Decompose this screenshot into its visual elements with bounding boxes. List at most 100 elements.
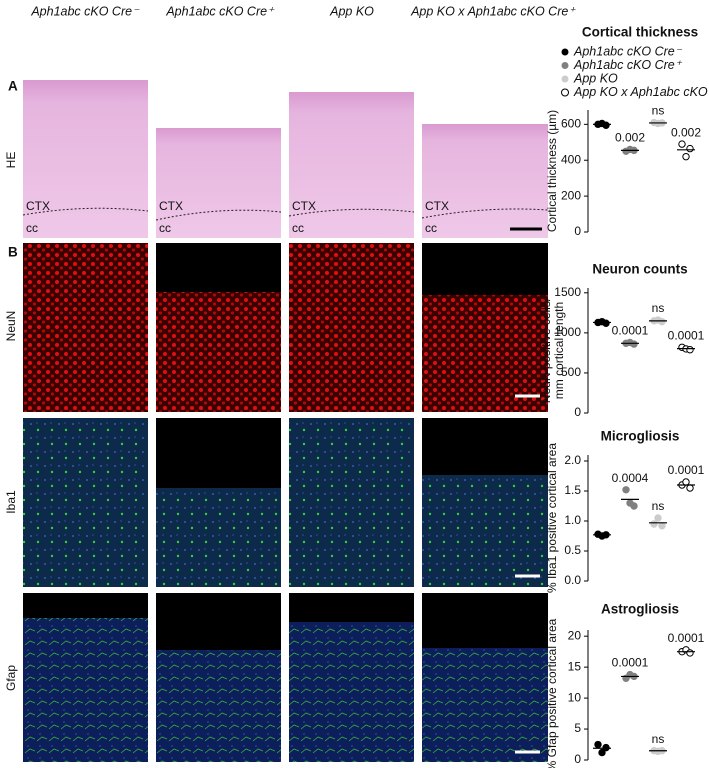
iba1-image [23, 418, 148, 587]
region-label: cc [292, 221, 304, 235]
legend-entry: App KO x Aph1abc cKO Cre⁺ [573, 85, 709, 99]
y-tick-label: 1000 [554, 325, 581, 339]
chart-title: Cortical thickness [582, 25, 698, 40]
p-value-label: ns [652, 104, 665, 118]
data-point [594, 740, 602, 749]
p-value-label: 0.0001 [612, 324, 649, 338]
gfap-tissue [156, 650, 281, 762]
iba1-tissue [422, 475, 548, 587]
row-label: HE [4, 152, 18, 169]
iba1-image [289, 418, 414, 587]
p-value-label: ns [652, 732, 665, 746]
row-label: NeuN [4, 311, 18, 342]
region-label: cc [159, 221, 171, 235]
legend-marker [561, 62, 569, 69]
y-tick-label: 0 [574, 752, 581, 766]
chart-title: Microgliosis [601, 429, 680, 444]
cortex-boundary [22, 207, 549, 221]
p-value-label: ns [652, 301, 665, 315]
region-label: cc [26, 221, 38, 235]
he-tissue [23, 80, 148, 238]
legend-marker [561, 88, 569, 97]
data-point [650, 520, 658, 528]
chart-title: Neuron counts [592, 262, 687, 277]
gfap-tissue [422, 648, 548, 762]
y-axis-label: Cortical thickness (µm) [545, 110, 559, 232]
region-label: CTX [159, 199, 183, 213]
neun-image [289, 243, 414, 412]
y-tick-label: 500 [561, 365, 581, 379]
data-point [682, 478, 690, 486]
y-tick-label: 5 [574, 721, 581, 735]
chart: Astrogliosis 0 5 10 15 20 % Gfap positive cort… [545, 602, 705, 768]
data-point [598, 748, 606, 757]
p-value-label: 0.0004 [612, 471, 649, 485]
y-tick-label: 10 [568, 690, 582, 704]
data-point [602, 319, 610, 327]
y-tick-label: 200 [561, 188, 581, 202]
chart: Microgliosis 0.0 0.5 1.0 1.5 2.0 % Iba1 positi… [545, 429, 705, 593]
legend-entry: Aph1abc cKO Cre⁺ [573, 58, 683, 72]
y-axis-label: % Iba1 positive cortical area [545, 443, 559, 593]
data-point [602, 121, 610, 129]
p-value-label: 0.0001 [668, 463, 705, 477]
row-label: Iba1 [4, 490, 18, 514]
panel-letter: B [8, 245, 18, 260]
p-value-label: 0.0001 [668, 328, 705, 342]
region-label: CTX [292, 199, 316, 213]
column-header: App KO [329, 4, 374, 18]
column-header: Aph1abc cKO Cre⁻ [30, 4, 140, 18]
gfap-tissue [23, 618, 148, 762]
legend-marker [561, 75, 569, 83]
y-tick-label: 0 [574, 224, 581, 238]
data-point [686, 345, 694, 354]
data-point [630, 340, 638, 348]
data-point [658, 317, 666, 326]
labels: Aph1abc cKO Cre⁻ Aph1abc cKO Cre⁺ App KO… [4, 4, 576, 691]
y-tick-label: 0.5 [564, 543, 581, 557]
p-value-label: 0.0001 [668, 631, 705, 645]
data-point [630, 502, 638, 510]
region-label: CTX [26, 199, 50, 213]
data-point [602, 743, 610, 752]
y-tick-label: 1.0 [564, 513, 581, 527]
y-tick-label: 0 [574, 405, 581, 419]
row-label: Gfap [4, 665, 18, 691]
data-point [682, 152, 690, 161]
region-label: CTX [425, 199, 449, 213]
he-tissue [422, 124, 548, 238]
column-header: Aph1abc cKO Cre⁺ [165, 4, 275, 18]
y-axis-label: NeuN positive cells/ [539, 297, 553, 403]
y-tick-label: 600 [561, 117, 581, 131]
data-point [686, 144, 694, 153]
he-tissue [156, 128, 281, 238]
region-label: cc [425, 221, 437, 235]
legend-entry: Aph1abc cKO Cre⁻ [573, 44, 683, 58]
y-tick-label: 1500 [554, 285, 581, 299]
neun-tissue [422, 295, 548, 412]
neun-image [23, 243, 148, 412]
y-axis-label: % Gfap positive cortical area [545, 618, 559, 768]
p-value-label: 0.0001 [612, 656, 649, 670]
data-point [658, 522, 666, 530]
chart-title: Astrogliosis [601, 602, 679, 617]
image-grid [22, 75, 549, 762]
panel-letter: A [8, 79, 18, 94]
y-tick-label: 2.0 [564, 453, 581, 467]
data-point [686, 484, 694, 492]
y-tick-label: 1.5 [564, 483, 581, 497]
y-axis-label: mm cortical length [552, 302, 566, 399]
legend-marker [561, 48, 569, 56]
data-point [654, 514, 662, 522]
iba1-tissue [156, 488, 281, 587]
gfap-tissue [289, 622, 414, 762]
column-header: App KO x Aph1abc cKO Cre⁺ [410, 4, 576, 18]
y-tick-label: 15 [568, 659, 582, 673]
data-point [686, 649, 694, 657]
p-value-label: ns [652, 499, 665, 513]
neun-tissue [156, 292, 281, 412]
legend-entry: App KO [573, 71, 618, 85]
